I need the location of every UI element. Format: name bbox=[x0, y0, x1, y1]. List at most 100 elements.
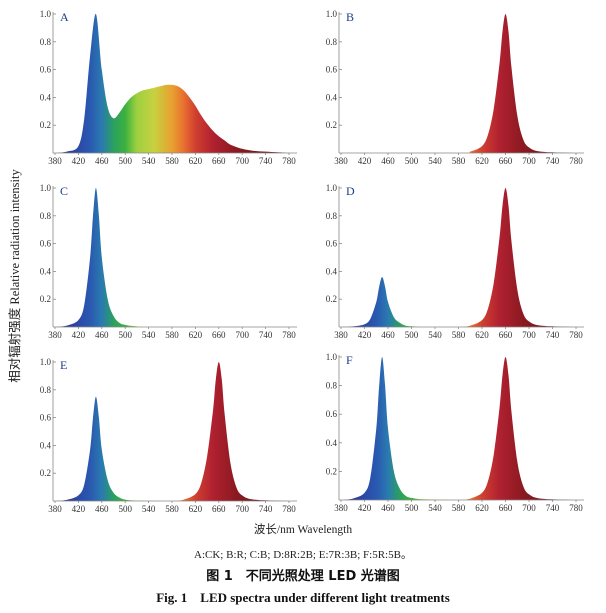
spectrum-area bbox=[341, 14, 576, 153]
panel-label: D bbox=[346, 184, 355, 198]
figure-panels: 0.2 0.4 0.6 0.8 1.0 380 420 460 500 540 580 620 660 7… bbox=[40, 9, 584, 514]
panel-f: 0.2 0.4 0.6 0.8 1.0 380 420 460 500 540 580 620 660 7… bbox=[326, 352, 584, 513]
treatment-legend: A:CK; B:R; C:B; D:8R:2B; E:7R:3B; F:5R:5… bbox=[194, 549, 412, 561]
x-tick-label: 460 bbox=[95, 504, 109, 514]
x-tick-label: 700 bbox=[235, 504, 249, 514]
y-tick-label: 1.0 bbox=[40, 183, 52, 193]
x-tick-label: 780 bbox=[569, 503, 583, 513]
spectrum-area bbox=[55, 362, 289, 501]
y-tick-label: 0.8 bbox=[40, 385, 52, 395]
x-tick-label: 380 bbox=[48, 504, 62, 514]
y-tick-label: 0.4 bbox=[326, 266, 338, 276]
x-tick-label: 500 bbox=[405, 503, 419, 513]
x-tick-label: 700 bbox=[522, 156, 536, 166]
y-tick-label: 0.6 bbox=[40, 413, 52, 423]
x-tick-label: 580 bbox=[165, 504, 179, 514]
spectrum-area bbox=[55, 13, 289, 153]
y-tick-label: 0.2 bbox=[326, 120, 337, 130]
y-axis-label: 相对辐射强度 Relative radiation intensity bbox=[8, 169, 22, 383]
spectrum-area bbox=[341, 357, 576, 500]
x-tick-label: 420 bbox=[358, 156, 372, 166]
panel-label: E bbox=[60, 358, 67, 372]
y-tick-label: 1.0 bbox=[40, 9, 52, 19]
x-tick-label: 700 bbox=[522, 503, 536, 513]
x-tick-label: 780 bbox=[282, 504, 296, 514]
y-tick-label: 0.2 bbox=[326, 294, 337, 304]
x-tick-label: 460 bbox=[95, 330, 109, 340]
y-tick-label: 0.8 bbox=[326, 381, 338, 391]
x-tick-label: 580 bbox=[452, 156, 466, 166]
y-tick-label: 0.2 bbox=[40, 120, 51, 130]
x-tick-label: 660 bbox=[212, 330, 226, 340]
x-tick-label: 500 bbox=[405, 156, 419, 166]
x-tick-label: 380 bbox=[334, 503, 348, 513]
spectrum-area bbox=[341, 188, 576, 327]
y-tick-label: 0.6 bbox=[40, 65, 52, 75]
x-tick-label: 380 bbox=[334, 156, 348, 166]
x-tick-label: 500 bbox=[118, 504, 132, 514]
x-tick-label: 740 bbox=[546, 156, 560, 166]
x-tick-label: 580 bbox=[165, 330, 179, 340]
panel-label: B bbox=[346, 10, 354, 24]
y-tick-label: 0.8 bbox=[40, 211, 52, 221]
x-tick-label: 420 bbox=[72, 156, 86, 166]
y-tick-label: 0.2 bbox=[40, 468, 51, 478]
y-tick-label: 1.0 bbox=[40, 357, 52, 367]
x-tick-label: 620 bbox=[189, 156, 203, 166]
panel-label: C bbox=[60, 184, 68, 198]
x-tick-label: 740 bbox=[259, 330, 273, 340]
x-tick-label: 780 bbox=[569, 156, 583, 166]
x-tick-label: 500 bbox=[405, 330, 419, 340]
x-tick-label: 660 bbox=[499, 330, 513, 340]
x-tick-label: 540 bbox=[142, 156, 156, 166]
x-tick-label: 740 bbox=[546, 503, 560, 513]
x-tick-label: 660 bbox=[212, 156, 226, 166]
x-tick-label: 620 bbox=[475, 503, 489, 513]
x-tick-label: 580 bbox=[165, 156, 179, 166]
x-tick-label: 620 bbox=[475, 330, 489, 340]
x-tick-label: 540 bbox=[142, 330, 156, 340]
x-tick-label: 540 bbox=[428, 330, 442, 340]
y-tick-label: 0.4 bbox=[40, 440, 52, 450]
panel-e: 0.2 0.4 0.6 0.8 1.0 380 420 460 500 540 580 620 660 7… bbox=[40, 357, 297, 514]
figure-caption-en: Fig. 1 LED spectra under different light… bbox=[156, 590, 450, 605]
y-tick-label: 0.4 bbox=[40, 92, 52, 102]
x-tick-label: 500 bbox=[118, 330, 132, 340]
panel-c: 0.2 0.4 0.6 0.8 1.0 380 420 460 500 540 580 620 660 7… bbox=[40, 183, 297, 340]
x-tick-label: 380 bbox=[334, 330, 348, 340]
panel-label: A bbox=[60, 10, 69, 24]
panel-b: 0.2 0.4 0.6 0.8 1.0 380 420 460 500 540 580 620 660 7… bbox=[326, 9, 584, 166]
x-tick-label: 420 bbox=[358, 503, 372, 513]
y-tick-label: 1.0 bbox=[326, 352, 338, 362]
y-tick-label: 0.2 bbox=[326, 466, 337, 476]
y-tick-label: 0.4 bbox=[326, 438, 338, 448]
x-tick-label: 420 bbox=[358, 330, 372, 340]
x-tick-label: 580 bbox=[452, 503, 466, 513]
x-tick-label: 380 bbox=[48, 330, 62, 340]
x-axis-label: 波长/nm Wavelength bbox=[253, 524, 353, 536]
panel-a: 0.2 0.4 0.6 0.8 1.0 380 420 460 500 540 580 620 660 7… bbox=[40, 9, 297, 166]
x-tick-label: 380 bbox=[48, 156, 62, 166]
y-tick-label: 0.8 bbox=[326, 37, 338, 47]
x-tick-label: 540 bbox=[428, 503, 442, 513]
y-tick-label: 0.8 bbox=[326, 211, 338, 221]
y-tick-label: 0.6 bbox=[326, 65, 338, 75]
x-tick-label: 460 bbox=[381, 156, 395, 166]
panel-d: 0.2 0.4 0.6 0.8 1.0 380 420 460 500 540 580 620 660 7… bbox=[326, 183, 584, 340]
y-tick-label: 0.4 bbox=[326, 92, 338, 102]
y-tick-label: 0.6 bbox=[326, 239, 338, 249]
y-tick-label: 0.8 bbox=[40, 37, 52, 47]
x-tick-label: 460 bbox=[381, 503, 395, 513]
figure-caption-cn: 图 1 不同光照处理 LED 光谱图 bbox=[206, 569, 400, 584]
x-tick-label: 620 bbox=[189, 330, 203, 340]
spectrum-area bbox=[55, 188, 289, 327]
x-tick-label: 740 bbox=[546, 330, 560, 340]
x-tick-label: 780 bbox=[282, 330, 296, 340]
x-tick-label: 740 bbox=[259, 504, 273, 514]
x-tick-label: 460 bbox=[381, 330, 395, 340]
x-tick-label: 540 bbox=[428, 156, 442, 166]
y-tick-label: 1.0 bbox=[326, 183, 338, 193]
y-tick-label: 0.6 bbox=[40, 239, 52, 249]
y-tick-label: 0.2 bbox=[40, 294, 51, 304]
x-tick-label: 460 bbox=[95, 156, 109, 166]
